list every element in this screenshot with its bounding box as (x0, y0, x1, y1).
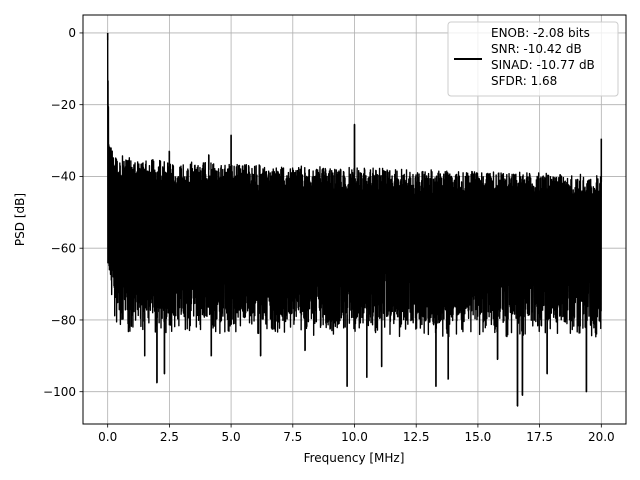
legend-line-snr: SNR: -10.42 dB (491, 42, 582, 56)
x-tick-label: 0.0 (98, 430, 117, 444)
y-axis-label: PSD [dB] (13, 193, 27, 246)
x-tick-label: 12.5 (403, 430, 430, 444)
legend-line-enob: ENOB: -2.08 bits (491, 26, 590, 40)
legend-line-sinad: SINAD: -10.77 dB (491, 58, 595, 72)
x-tick-label: 7.5 (283, 430, 302, 444)
legend-line-sfdr: SFDR: 1.68 (491, 74, 557, 88)
series-layer (106, 32, 603, 407)
legend-box (447, 21, 619, 97)
y-axis: 0 −20 −40 −60 −80 −100 (43, 26, 83, 399)
x-tick-label: 5.0 (222, 430, 241, 444)
legend: ENOB: -2.08 bits SNR: -10.42 dB SINAD: -… (447, 21, 619, 97)
y-tick-label: −80 (51, 313, 76, 327)
y-tick-label: −40 (51, 170, 76, 184)
y-tick-label: −20 (51, 98, 76, 112)
x-tick-label: 2.5 (160, 430, 179, 444)
y-tick-label: −100 (43, 385, 76, 399)
x-tick-label: 10.0 (341, 430, 368, 444)
x-axis-label: Frequency [MHz] (304, 451, 405, 465)
x-tick-label: 17.5 (526, 430, 553, 444)
y-tick-label: −60 (51, 242, 76, 256)
y-tick-label: 0 (68, 26, 76, 40)
x-tick-label: 15.0 (465, 430, 492, 444)
x-tick-label: 20.0 (588, 430, 615, 444)
x-axis: 0.0 2.5 5.0 7.5 10.0 12.5 15.0 17.5 20.0 (98, 424, 615, 444)
